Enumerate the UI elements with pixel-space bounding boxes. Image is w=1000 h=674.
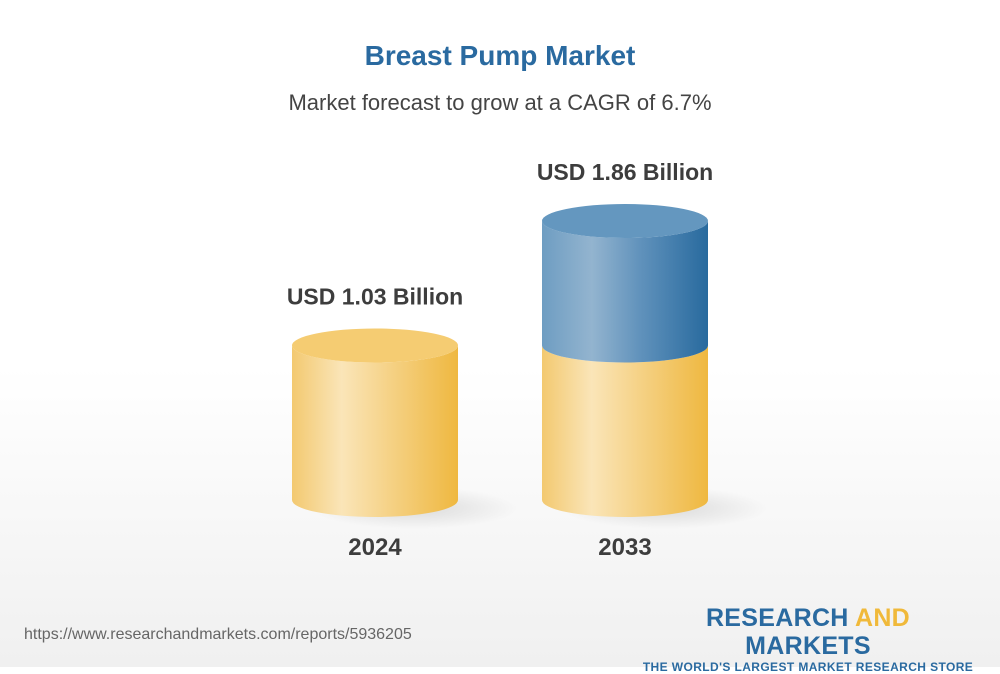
bar-top (542, 204, 708, 238)
bar-top (292, 328, 458, 363)
bar-2033-base (542, 345, 708, 517)
data-label: USD 1.03 Billion (287, 284, 463, 310)
bar-2024 (292, 345, 458, 517)
category-label: 2024 (348, 534, 402, 561)
cylinder-chart: USD 1.03 Billion 2024 USD 1.86 Billion 2033 (287, 159, 768, 561)
chart-subtitle: Market forecast to grow at a CAGR of 6.7… (288, 90, 712, 115)
category-label: 2033 (598, 534, 651, 561)
chart-title: Breast Pump Market (364, 40, 636, 71)
source-url[interactable]: https://www.researchandmarkets.com/repor… (24, 626, 412, 643)
bar-2033-growth (542, 221, 708, 363)
research-and-markets-logo: RESEARCH AND MARKETS THE WORLD'S LARGEST… (642, 604, 974, 674)
data-label: USD 1.86 Billion (537, 159, 713, 185)
